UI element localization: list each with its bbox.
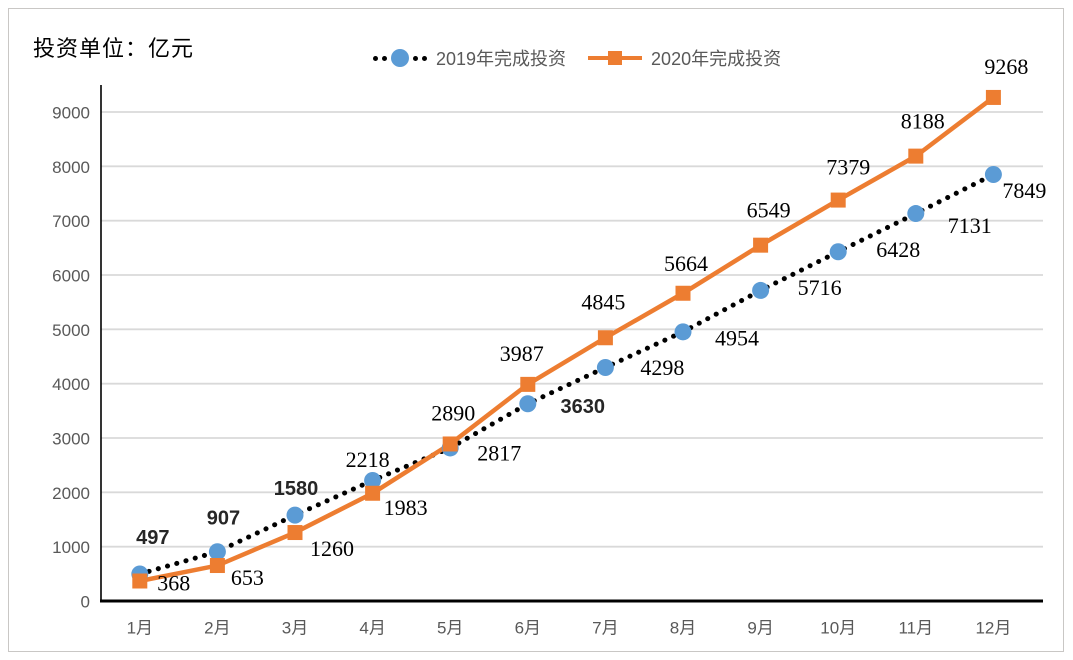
data-label: 2890 <box>431 400 475 425</box>
circle-marker <box>907 205 925 223</box>
circle-marker <box>829 243 847 261</box>
legend-label-2020: 2020年完成投资 <box>651 49 782 69</box>
circle-marker <box>286 506 304 524</box>
y-tick-label: 5000 <box>52 321 90 340</box>
x-tick-label: 3月 <box>282 619 308 638</box>
square-marker <box>753 237 769 253</box>
data-label: 3987 <box>500 341 544 366</box>
y-axis-tick-labels: 0 1000 2000 3000 4000 5000 6000 7000 8000 9000 <box>52 104 90 612</box>
data-label: 653 <box>231 565 264 590</box>
data-label: 1580 <box>274 478 319 500</box>
data-label: 7379 <box>826 155 870 180</box>
square-marker <box>830 192 846 208</box>
y-tick-label: 2000 <box>52 484 90 503</box>
y-tick-label: 6000 <box>52 267 90 286</box>
x-tick-label: 7月 <box>592 619 618 638</box>
square-marker <box>365 485 381 501</box>
x-tick-label: 4月 <box>359 619 385 638</box>
data-label: 497 <box>136 527 169 549</box>
circle-marker <box>984 166 1002 184</box>
legend: 2019年完成投资 2020年完成投资 <box>373 45 781 71</box>
x-tick-label: 1月 <box>127 619 153 638</box>
legend-item-2019: 2019年完成投资 <box>373 45 566 71</box>
data-label: 907 <box>207 508 240 530</box>
data-label: 4298 <box>640 355 684 380</box>
series-2020-markers <box>132 89 1001 589</box>
square-marker <box>442 436 458 452</box>
x-tick-label: 12月 <box>975 619 1011 638</box>
x-tick-label: 8月 <box>670 619 696 638</box>
y-tick-label: 0 <box>81 593 90 612</box>
circle-marker <box>674 323 692 341</box>
y-tick-label: 9000 <box>52 104 90 123</box>
square-marker <box>675 285 691 301</box>
solid-line-square-marker-icon <box>588 49 643 67</box>
y-tick-label: 8000 <box>52 158 90 177</box>
circle-marker <box>208 543 226 561</box>
y-tick-label: 1000 <box>52 538 90 557</box>
x-tick-label: 5月 <box>437 619 463 638</box>
y-tick-label: 3000 <box>52 430 90 449</box>
square-marker <box>908 148 924 164</box>
square-marker <box>132 573 148 589</box>
legend-label-2019: 2019年完成投资 <box>436 49 567 69</box>
circle-marker <box>752 281 770 299</box>
data-label: 5664 <box>664 251 708 276</box>
data-label: 1260 <box>310 536 354 561</box>
data-labels: 497 907 1580 2218 2817 3630 4298 4954 5716 6428 71… <box>136 54 1046 596</box>
square-marker <box>985 89 1001 105</box>
series-2020-line <box>139 95 995 584</box>
dotted-line-circle-marker-icon <box>373 49 427 67</box>
data-label: 4954 <box>715 325 759 350</box>
x-tick-label: 2月 <box>204 619 230 638</box>
circle-marker <box>519 395 537 413</box>
square-marker <box>597 330 613 346</box>
chart-unit-label: 投资单位：亿元 <box>33 36 195 61</box>
data-label: 9268 <box>984 54 1028 79</box>
data-label: 1983 <box>384 495 428 520</box>
data-label: 3630 <box>561 396 606 418</box>
y-tick-label: 4000 <box>52 375 90 394</box>
legend-item-2020: 2020年完成投资 <box>588 45 781 71</box>
data-label: 6428 <box>876 237 920 262</box>
data-label: 7849 <box>1002 178 1046 203</box>
gridlines <box>101 111 1043 548</box>
data-label: 6549 <box>747 198 791 223</box>
y-tick-label: 7000 <box>52 212 90 231</box>
square-marker <box>520 376 536 392</box>
circle-marker <box>596 358 614 376</box>
x-tick-label: 11月 <box>898 619 933 638</box>
data-label: 4845 <box>581 289 625 314</box>
x-tick-label: 6月 <box>515 619 541 638</box>
data-label: 2218 <box>346 447 390 472</box>
x-axis-tick-labels: 1月 2月 3月 4月 5月 6月 7月 8月 9月 10月 11月 12月 <box>127 619 1012 638</box>
x-tick-label: 10月 <box>820 619 856 638</box>
data-label: 7131 <box>948 213 992 238</box>
square-marker <box>287 525 303 541</box>
square-marker <box>209 558 225 574</box>
data-label: 8188 <box>901 109 945 134</box>
series-2019-markers <box>131 166 1002 583</box>
data-label: 5716 <box>798 275 842 300</box>
series-2019-dotted-line <box>137 172 996 577</box>
data-label: 2817 <box>477 440 521 465</box>
circle-marker <box>364 471 382 489</box>
data-label: 368 <box>157 571 190 596</box>
x-tick-label: 9月 <box>747 619 773 638</box>
